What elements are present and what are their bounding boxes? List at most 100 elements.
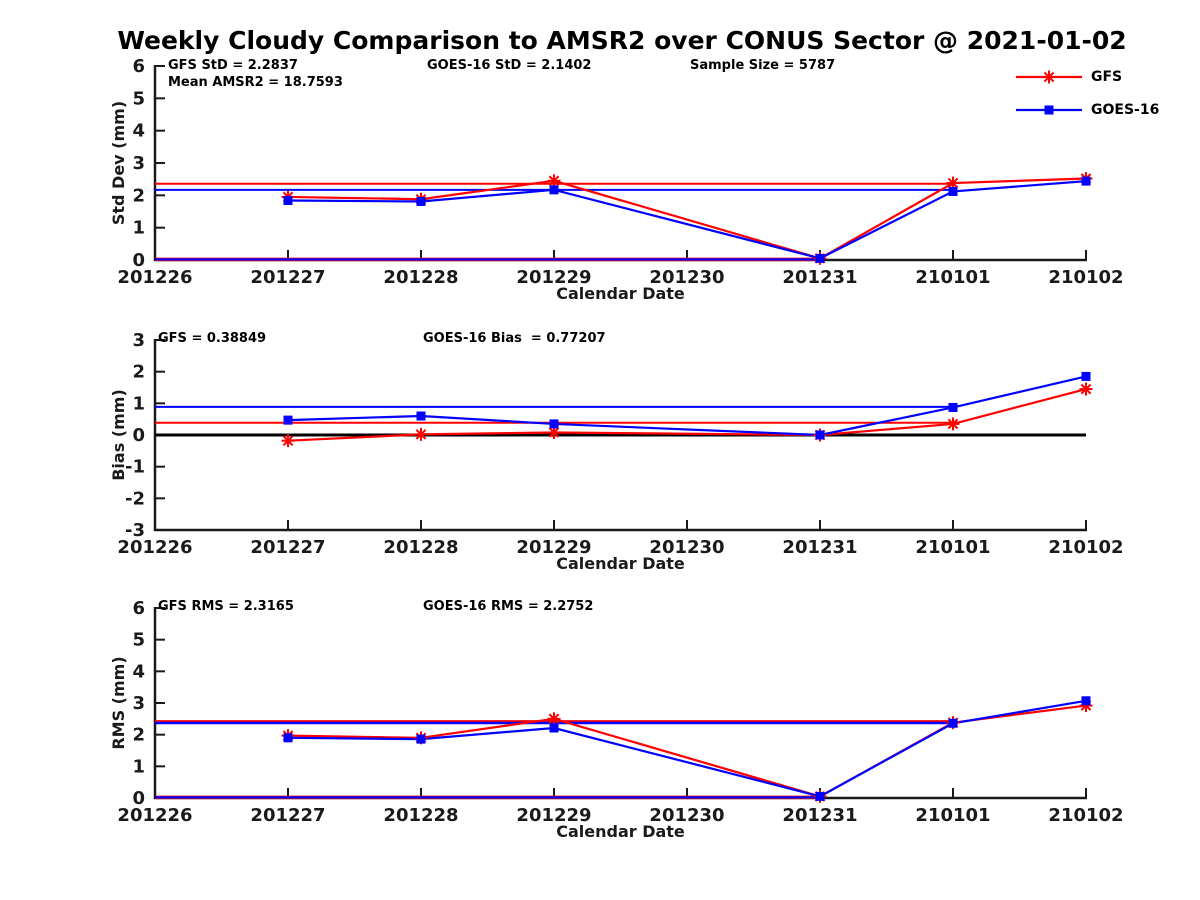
goes-square-marker xyxy=(1081,696,1091,706)
x-tick-label: 210101 xyxy=(915,805,990,826)
annotation: Sample Size = 5787 xyxy=(690,58,835,73)
y-tick-label: 3 xyxy=(132,330,145,351)
gfs-star-marker xyxy=(281,434,295,448)
y-tick-label: 3 xyxy=(132,153,145,174)
y-tick-label: -2 xyxy=(125,488,145,509)
legend-star-icon xyxy=(1016,70,1082,83)
y-tick-label: 4 xyxy=(132,661,145,682)
legend-item-gfs: GFS xyxy=(1016,60,1159,93)
series-line-GOES-16 xyxy=(287,180,1087,260)
y-axis-label: RMS (mm) xyxy=(109,656,128,749)
series-line-GFS xyxy=(287,388,1087,442)
x-axis-label: Calendar Date xyxy=(556,822,685,841)
y-tick-label: 2 xyxy=(132,185,145,206)
y-axis-label: Std Dev (mm) xyxy=(109,101,128,225)
goes-square-marker xyxy=(283,415,293,425)
y-tick-label: 1 xyxy=(132,393,145,414)
gfs-star-marker xyxy=(547,174,561,188)
panel-rms-panel: 0 1 2 3 4 5 6 201226 201227 201228 201229 201230 201… xyxy=(109,598,1124,841)
x-tick-label: 201226 xyxy=(117,805,192,826)
y-tick-label: 0 xyxy=(132,250,145,271)
series-line-GOES-16 xyxy=(287,699,1087,798)
x-tick-label: 201231 xyxy=(782,805,857,826)
y-tick-label: 2 xyxy=(132,725,145,746)
x-tick-label: 201229 xyxy=(516,267,591,288)
gfs-star-marker xyxy=(1079,382,1093,396)
goes-square-marker xyxy=(1081,371,1091,381)
x-tick-label: 201228 xyxy=(383,805,458,826)
goes-square-marker xyxy=(948,718,958,728)
legend-label: GOES-16 xyxy=(1091,101,1160,118)
y-tick-label: 6 xyxy=(132,598,145,619)
annotation: GOES-16 Bias = 0.77207 xyxy=(423,331,606,346)
star-spoke xyxy=(1043,71,1055,82)
annotation: GFS = 0.38849 xyxy=(158,331,266,346)
y-tick-label: 4 xyxy=(132,121,145,142)
goes-square-marker xyxy=(283,733,293,743)
goes-square-marker xyxy=(815,430,825,440)
gfs-star-marker xyxy=(1042,70,1056,83)
chart-title: Weekly Cloudy Comparison to AMSR2 over C… xyxy=(117,26,1127,55)
annotation: GOES-16 StD = 2.1402 xyxy=(427,58,591,73)
star-spoke xyxy=(548,713,560,725)
x-tick-label: 201230 xyxy=(649,805,724,826)
series-line-GOES-16 xyxy=(287,375,1087,437)
x-tick-label: 210101 xyxy=(915,267,990,288)
x-tick-label: 201228 xyxy=(383,267,458,288)
series-line-GFS xyxy=(287,177,1087,260)
x-tick-label: 201229 xyxy=(516,537,591,558)
legend-item-goes-16: GOES-16 xyxy=(1016,93,1159,126)
goes-square-marker xyxy=(948,402,958,412)
goes-square-marker xyxy=(948,186,958,196)
goes-square-marker xyxy=(1081,176,1091,186)
goes-square-marker xyxy=(815,791,825,801)
y-axis-label: Bias (mm) xyxy=(109,389,128,481)
x-axis-label: Calendar Date xyxy=(556,554,685,573)
goes-square-marker xyxy=(1044,105,1054,114)
goes-square-marker xyxy=(549,723,559,733)
legend: GFS GOES-16 xyxy=(1016,60,1159,126)
star-spoke xyxy=(947,418,959,430)
y-tick-label: 5 xyxy=(132,88,145,109)
panel-bias-panel: -3 -2 -1 0 1 2 3 201226 201227 201228 201229 201230… xyxy=(109,330,1124,573)
series-line-GFS xyxy=(287,704,1087,798)
x-tick-label: 210101 xyxy=(915,537,990,558)
x-tick-label: 201229 xyxy=(516,805,591,826)
x-tick-label: 201226 xyxy=(117,537,192,558)
x-tick-label: 201226 xyxy=(117,267,192,288)
legend-label: GFS xyxy=(1091,68,1123,85)
star-spoke xyxy=(415,429,427,440)
x-axis-label: Calendar Date xyxy=(556,284,685,303)
goes-square-marker xyxy=(549,419,559,429)
y-tick-label: -1 xyxy=(125,457,145,478)
goes-square-marker xyxy=(549,185,559,195)
y-tick-label: 0 xyxy=(132,425,145,446)
star-spoke xyxy=(1080,383,1092,395)
y-tick-label: -3 xyxy=(125,520,145,541)
y-tick-label: 2 xyxy=(132,362,145,383)
legend-square-icon xyxy=(1016,105,1082,114)
x-tick-label: 210102 xyxy=(1048,267,1123,288)
y-tick-label: 3 xyxy=(132,693,145,714)
gfs-star-marker xyxy=(946,176,960,190)
gfs-star-marker xyxy=(414,427,428,441)
x-tick-label: 210102 xyxy=(1048,805,1123,826)
x-tick-label: 201227 xyxy=(250,537,325,558)
annotation: Mean AMSR2 = 18.7593 xyxy=(168,75,343,90)
star-spoke xyxy=(548,427,560,438)
panel-std-dev-panel: 0 1 2 3 4 5 6 201226 201227 201228 201229 201230 201… xyxy=(109,56,1124,303)
goes-square-marker xyxy=(283,196,293,206)
goes-square-marker xyxy=(416,196,426,206)
goes-square-marker xyxy=(815,253,825,263)
goes-square-marker xyxy=(416,411,426,421)
gfs-star-marker xyxy=(547,425,561,439)
annotation: GFS StD = 2.2837 xyxy=(168,58,298,73)
x-tick-label: 201231 xyxy=(782,537,857,558)
star-spoke xyxy=(282,435,294,447)
x-tick-label: 201227 xyxy=(250,805,325,826)
star-spoke xyxy=(548,175,560,187)
gfs-star-marker xyxy=(946,417,960,431)
goes-square-marker xyxy=(416,734,426,744)
x-tick-label: 201230 xyxy=(649,267,724,288)
